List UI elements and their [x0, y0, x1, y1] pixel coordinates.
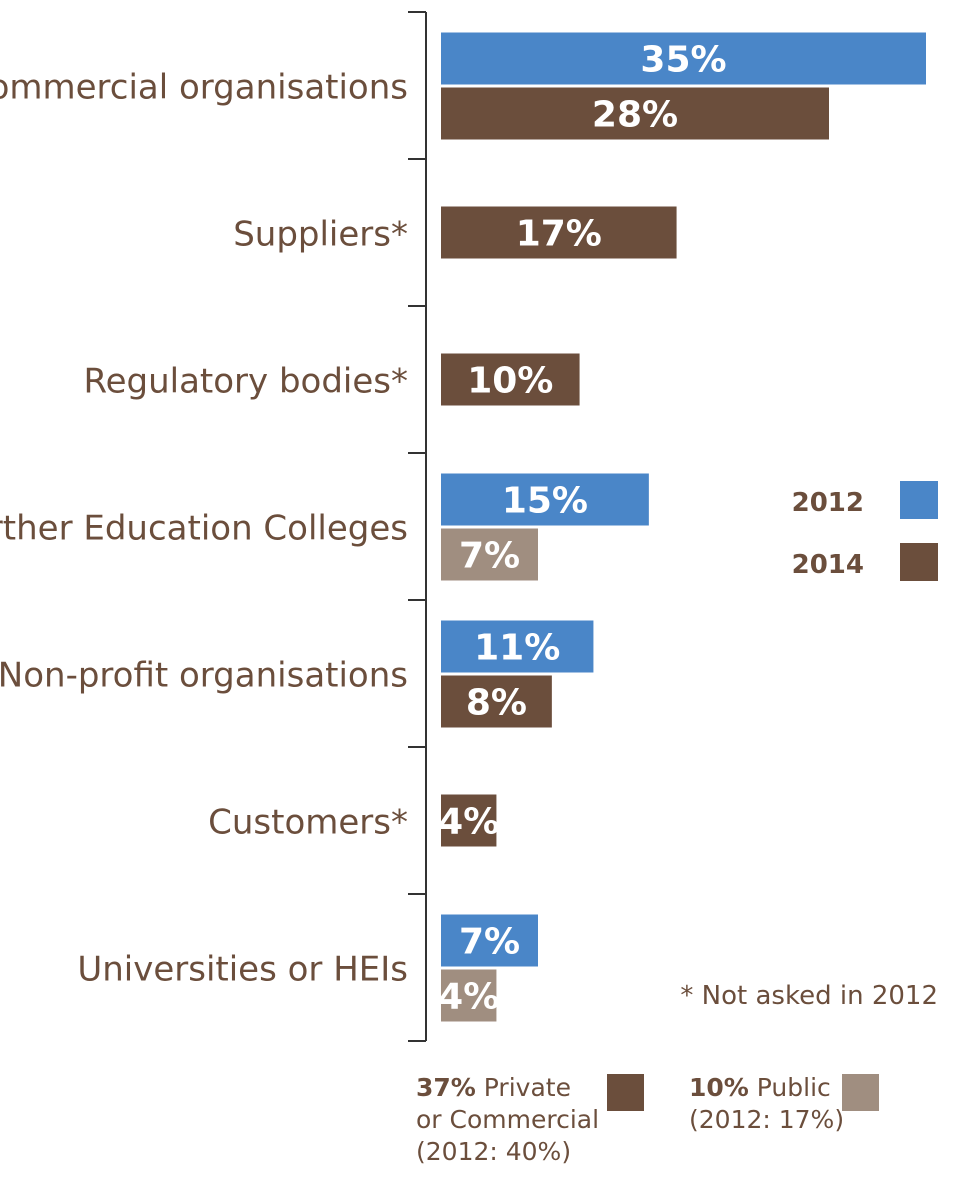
data-label: 7% [459, 536, 520, 577]
legend-label: 2012 [792, 488, 864, 518]
category-label: Commercial organisations [0, 68, 408, 108]
category-label: Non-profit organisations [0, 656, 408, 696]
footnote: * Not asked in 2012 [680, 981, 938, 1011]
category-label: Customers* [208, 803, 408, 843]
public-summary-label: Public [756, 1073, 831, 1102]
bar-2014 [441, 969, 497, 1022]
category-label: Suppliers* [233, 215, 408, 255]
public-summary: 10% Public (2012: 17%) [689, 1072, 844, 1136]
data-label: 10% [467, 361, 553, 402]
chart-svg: Commercial organisations 35% 28% Suppliers*… [0, 11, 938, 1042]
category-label: Further Education Colleges [0, 509, 408, 549]
private-summary-swatch [607, 1074, 644, 1111]
private-summary-note: (2012: 40%) [416, 1137, 572, 1166]
data-label: 7% [459, 922, 520, 963]
category-label: Universities or HEIs [77, 950, 408, 990]
data-label: 4% [438, 977, 499, 1018]
data-label: 17% [516, 214, 602, 255]
bar-2014 [441, 353, 580, 406]
bar-2014 [441, 794, 497, 847]
public-summary-value: 10% [689, 1073, 749, 1102]
private-summary-label: Private [483, 1073, 571, 1102]
data-label: 11% [474, 628, 560, 669]
bar-2014 [441, 87, 829, 140]
data-label: 28% [592, 95, 678, 136]
legend-swatch [900, 481, 938, 519]
bar-2014 [441, 206, 677, 259]
data-label: 35% [640, 40, 726, 81]
legend-swatch [900, 543, 938, 581]
data-label: 15% [502, 481, 588, 522]
legend-label: 2014 [792, 550, 864, 580]
private-summary: 37% Private or Commercial (2012: 40%) [416, 1072, 599, 1168]
private-summary-value: 37% [416, 1073, 476, 1102]
public-summary-note: (2012: 17%) [689, 1105, 845, 1134]
data-label: 8% [466, 683, 527, 724]
category-label: Regulatory bodies* [83, 362, 408, 402]
bar-2014 [441, 528, 538, 581]
bar-2012 [441, 32, 926, 85]
private-summary-label2: or Commercial [416, 1105, 600, 1134]
data-label: 4% [438, 802, 499, 843]
bar-2012 [441, 620, 594, 673]
bar-2012 [441, 914, 538, 967]
public-summary-swatch [842, 1074, 879, 1111]
bar-2012 [441, 473, 649, 526]
bar-2014 [441, 675, 552, 728]
